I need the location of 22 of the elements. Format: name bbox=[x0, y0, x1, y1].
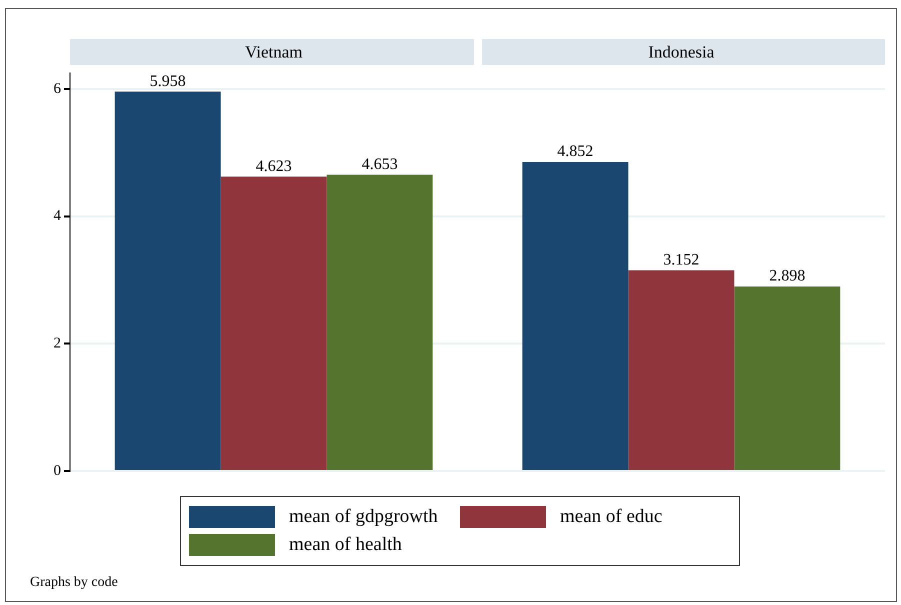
bar bbox=[522, 162, 628, 470]
y-tick-label: 2 bbox=[54, 336, 61, 352]
bar bbox=[114, 92, 221, 470]
data-label: 3.152 bbox=[663, 251, 700, 268]
y-tick-label: 6 bbox=[54, 80, 62, 97]
bar bbox=[734, 286, 840, 470]
bar bbox=[628, 270, 734, 470]
data-label: 4.653 bbox=[362, 156, 398, 173]
legend-label: mean of health bbox=[289, 534, 402, 556]
data-label: 4.623 bbox=[256, 158, 292, 175]
bar bbox=[220, 176, 327, 470]
data-label: 4.852 bbox=[557, 143, 594, 160]
x-tick-label: Vietnam bbox=[244, 42, 303, 62]
text: Graphs by code bbox=[30, 575, 118, 591]
y-tick-label: 0 bbox=[54, 462, 61, 479]
legend-label: mean of gdpgrowth bbox=[289, 506, 438, 528]
bar bbox=[326, 174, 433, 470]
data-label: 2.898 bbox=[769, 268, 806, 285]
legend-label: mean of educ bbox=[560, 506, 662, 528]
data-label: 5.958 bbox=[150, 72, 186, 90]
y-tick-label: 4 bbox=[54, 208, 62, 224]
x-tick-label: Indonesia bbox=[648, 42, 715, 62]
